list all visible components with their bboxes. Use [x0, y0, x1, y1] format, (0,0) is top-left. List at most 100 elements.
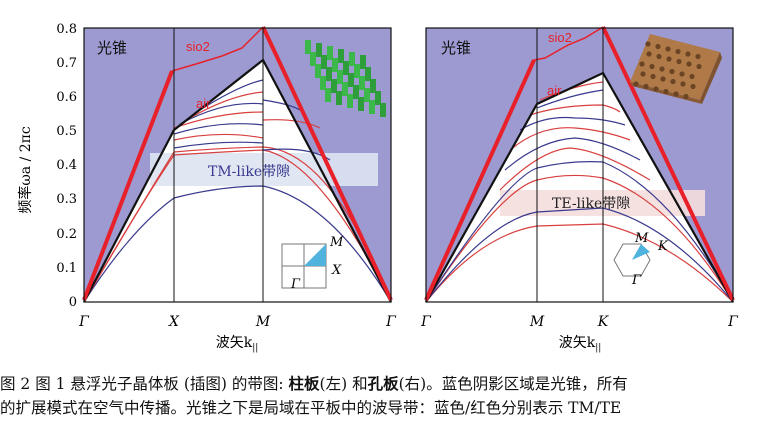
pillar — [360, 55, 366, 69]
pillar — [321, 55, 327, 69]
right-xtick-2: K — [597, 314, 610, 330]
slab-hole — [685, 51, 691, 57]
left-inset-m: M — [329, 235, 344, 250]
slab-hole — [656, 53, 662, 60]
pillar — [349, 52, 355, 66]
left-xtick-3: Γ — [385, 314, 397, 330]
slab-hole — [633, 81, 639, 87]
right-inset-k: K — [657, 239, 669, 254]
right-xtick-3: Γ — [727, 314, 739, 330]
slab-hole — [683, 93, 689, 100]
pillar — [358, 97, 364, 111]
left-xtick-2: M — [255, 314, 271, 330]
left-sio2-label: sio2 — [186, 39, 210, 54]
slab-hole — [679, 71, 685, 77]
right-xtick-0: Γ — [420, 314, 432, 330]
right-bands — [425, 81, 734, 303]
left-band-9 — [189, 91, 264, 119]
left-xtick-1: X — [168, 314, 180, 330]
right-air-label: air — [547, 83, 562, 98]
ytick-8: 0.8 — [56, 22, 77, 37]
left-xlabel: 波矢k|| — [216, 335, 259, 353]
slab-hole — [649, 63, 655, 70]
right-xtick-1: M — [529, 314, 545, 330]
slab-hole — [669, 68, 675, 75]
slab-hole — [663, 88, 669, 95]
pillar — [315, 64, 321, 78]
pillar — [365, 67, 371, 81]
right-red-line-1 — [424, 59, 536, 301]
y-axis-label: 频率ωa / 2πc — [17, 126, 34, 213]
right-band-8 — [519, 116, 626, 131]
figure-caption: 图 2 图 1 悬浮光子晶体板 (插图) 的带图: 柱板(左) 和孔板(右)。蓝… — [0, 372, 771, 420]
right-band-2 — [425, 207, 734, 303]
slab-hole — [650, 73, 656, 80]
left-band-7 — [173, 111, 264, 129]
pillar — [310, 52, 316, 66]
slab-hole — [653, 86, 659, 92]
left-air-label: air — [196, 96, 211, 111]
right-band-6 — [504, 137, 641, 171]
right-inset-m: M — [634, 231, 649, 246]
slab-hole — [690, 83, 696, 90]
slab-hole — [673, 91, 679, 97]
slab-hole — [646, 51, 652, 57]
right-light-line — [425, 71, 734, 303]
slab-hole — [696, 63, 702, 70]
ytick-5: 0.5 — [56, 124, 77, 139]
pillar — [354, 64, 360, 78]
pillar — [331, 79, 337, 93]
slab-hole — [686, 61, 692, 67]
right-inset-gamma: Γ — [631, 273, 642, 288]
pillar — [305, 40, 311, 54]
pillar — [325, 88, 331, 102]
ytick-4: 0.4 — [56, 158, 77, 173]
right-band-7 — [509, 127, 631, 151]
right-red-line-2 — [601, 26, 735, 301]
pillar — [348, 73, 354, 87]
right-brillouin-zone-inset: M K Γ — [613, 231, 669, 288]
left-xtick-0: Γ — [78, 314, 90, 330]
slab-hole — [670, 78, 676, 85]
left-band-1 — [83, 185, 392, 303]
slab-hole — [665, 46, 671, 52]
pillar — [375, 91, 381, 105]
right-band-4 — [425, 161, 734, 303]
right-band-10 — [536, 89, 604, 109]
pillar — [342, 82, 348, 96]
left-plot-border — [83, 27, 392, 303]
left-red-line-1 — [82, 70, 174, 301]
left-inset-gamma: Γ — [290, 277, 301, 292]
pillar — [359, 76, 365, 90]
pillar — [327, 46, 333, 60]
left-red-line-2 — [261, 26, 393, 301]
slab-hole — [640, 71, 646, 77]
right-gap-label: TE-like带隙 — [552, 196, 630, 212]
pillar — [338, 49, 344, 63]
left-light-line — [83, 58, 392, 303]
slab-hole — [655, 43, 661, 50]
caption-line-2: 的扩展模式在空气中传播。光锥之下是局域在平板中的波导带：蓝色/红色分别表示 TM… — [0, 399, 622, 417]
pillar — [369, 100, 375, 114]
pillar — [337, 70, 343, 84]
left-gap-label: TM-like带隙 — [208, 164, 290, 180]
right-band-1 — [425, 223, 734, 303]
pillar — [380, 103, 386, 117]
ytick-3: 0.3 — [56, 192, 77, 207]
left-band-10 — [199, 79, 264, 111]
slab-hole — [660, 76, 666, 82]
right-sio2-label: sio2 — [548, 30, 572, 45]
pillar-array-icon — [305, 40, 386, 117]
pillar — [336, 91, 342, 105]
left-band-5 — [173, 133, 264, 141]
pillar — [353, 85, 359, 99]
slab-hole — [689, 73, 695, 80]
pillar — [364, 88, 370, 102]
pillar — [326, 67, 332, 81]
slab-hole — [675, 48, 681, 55]
pillar — [347, 94, 353, 108]
caption-line-1: 图 2 图 1 悬浮光子晶体板 (插图) 的带图: 柱板(左) 和孔板(右)。蓝… — [0, 375, 628, 393]
pillar — [316, 43, 322, 57]
left-sio2-line — [171, 26, 264, 72]
